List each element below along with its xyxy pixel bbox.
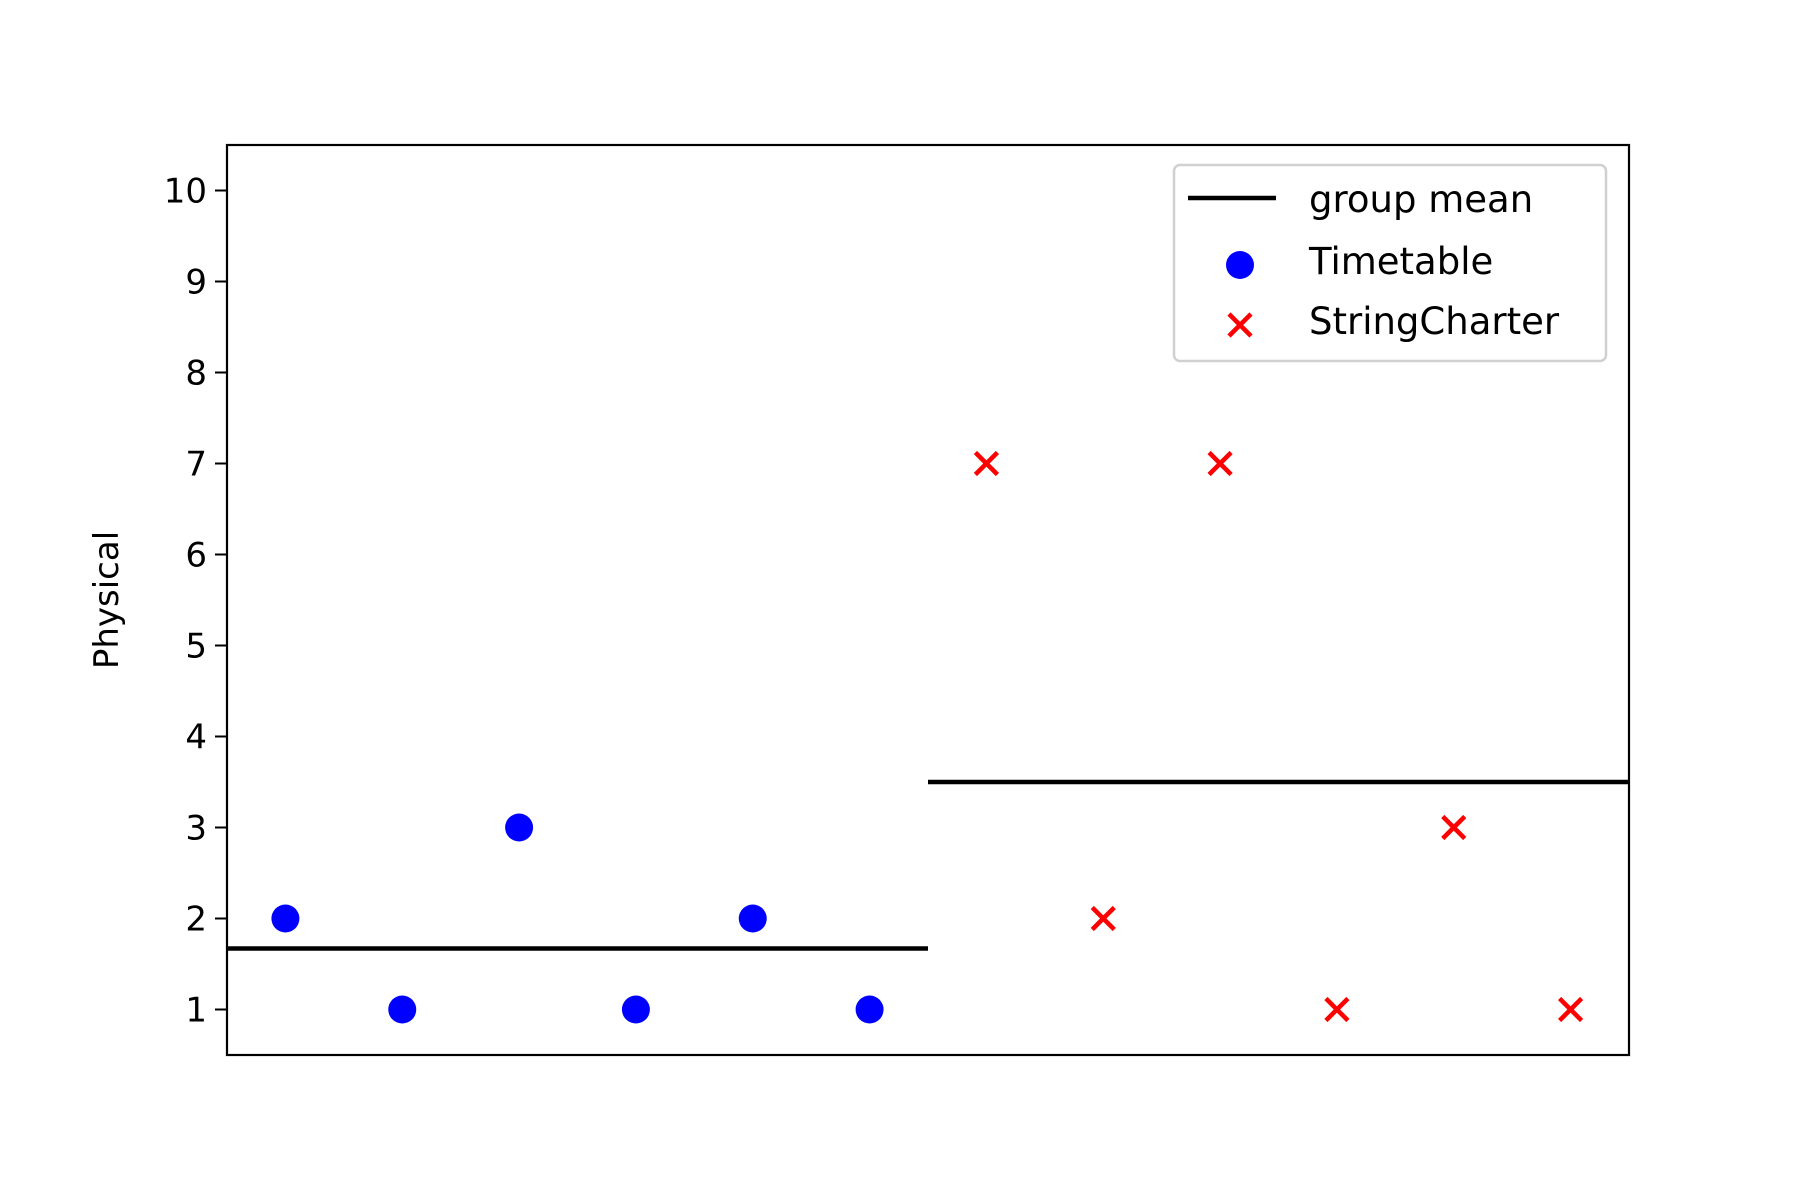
data-point-stroke [1557,996,1584,1023]
y-tick-label: 1 [185,991,207,1031]
data-point-stroke [1324,996,1350,1023]
y-tick-label: 6 [185,536,207,576]
legend: group mean Timetable StringCharter [1172,163,1608,363]
y-tick-label: 10 [164,172,207,212]
data-point-stroke [1441,814,1467,841]
data-point [1090,905,1116,932]
y-axis: 1 2 3 4 5 6 7 8 9 10 [164,172,227,1031]
y-axis-label: Physical [87,531,127,669]
data-point [1557,996,1584,1023]
data-point [738,904,767,933]
data-point [388,995,417,1024]
data-point [1226,251,1254,279]
data-point [271,904,300,933]
y-tick-label: 3 [185,809,207,849]
data-point [855,995,884,1024]
y-tick-label: 5 [185,627,207,667]
data-point-stroke [1207,450,1233,477]
y-tick-label: 4 [185,718,207,758]
data-point [1324,996,1350,1023]
data-point [1207,450,1233,477]
y-tick-label: 9 [185,263,207,303]
legend-item: StringCharter [1227,300,1560,343]
legend-label: Timetable [1308,240,1493,283]
data-point [1227,312,1253,338]
plot-marks [227,450,1629,1024]
y-tick-label: 8 [185,354,207,394]
data-point [505,813,534,842]
legend-label: StringCharter [1309,300,1560,343]
data-point [1441,814,1467,841]
data-point [621,995,650,1024]
legend-item: Timetable [1226,240,1493,283]
y-tick-label: 2 [185,900,207,940]
legend-label: group mean [1309,178,1533,221]
y-tick-label: 7 [185,445,207,485]
data-point-stroke [1090,905,1116,932]
legend-item: group mean [1188,178,1533,221]
data-point [973,450,1000,477]
data-point-stroke [973,450,1000,477]
data-point-stroke [1227,312,1253,338]
legend-box [1172,163,1608,363]
plot-frame [225,143,1631,1057]
